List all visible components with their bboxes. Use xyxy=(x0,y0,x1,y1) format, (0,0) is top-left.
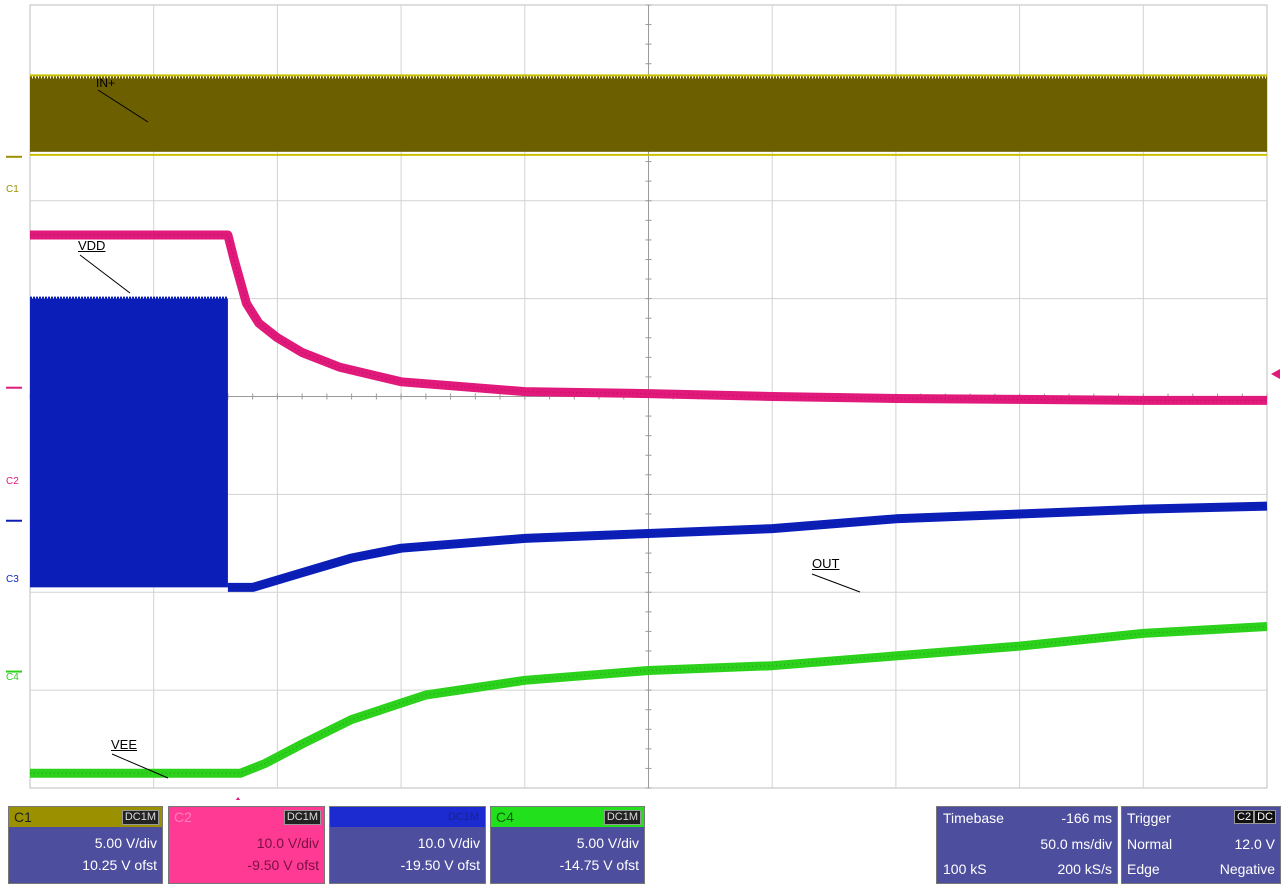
channel-marker-c1: C1 xyxy=(6,184,19,195)
channel-marker-c3: C3 xyxy=(6,574,19,585)
trigger-mode: Normal xyxy=(1127,836,1173,852)
label-vee: VEE xyxy=(111,737,138,752)
channel-offset: -19.50 V ofst xyxy=(400,857,480,873)
trace-out-band xyxy=(30,298,228,588)
trigger-position-marker xyxy=(235,797,241,800)
label-in-plus: IN+ xyxy=(96,76,116,90)
channel-scale: 10.0 V/div xyxy=(417,835,480,851)
channel-scale: 5.00 V/div xyxy=(94,835,157,851)
timebase-scale: 50.0 ms/div xyxy=(1040,836,1112,852)
coupling-badge: DC1M xyxy=(444,810,482,825)
trigger-slope: Negative xyxy=(1219,861,1275,877)
trace-out-noise xyxy=(227,505,1268,588)
channel-box-c4[interactable]: C4 DC1M 5.00 V/div -14.75 V ofst xyxy=(490,806,645,884)
trace-vdd-noise xyxy=(30,234,1267,401)
coupling-badge: DC1M xyxy=(121,810,159,825)
trigger-label: Trigger xyxy=(1127,810,1171,826)
channel-name: C1 xyxy=(14,809,32,825)
trace-vee xyxy=(30,622,1268,778)
channel-marker-c2: C2 xyxy=(6,476,19,487)
channel-scale: 5.00 V/div xyxy=(576,835,639,851)
trigger-source-badge: C2 DC xyxy=(1234,810,1276,824)
leader-vdd xyxy=(79,254,131,294)
channel-offset: 10.25 V ofst xyxy=(82,857,157,873)
channel-scale: 10.0 V/div xyxy=(256,835,319,851)
coupling-badge: DC1M xyxy=(283,810,321,825)
channel-marker-c4: C4 xyxy=(6,672,19,683)
oscilloscope-plot xyxy=(6,4,1280,800)
coupling-badge: DC1M xyxy=(603,810,641,825)
trace-in-band xyxy=(30,78,1267,152)
leader-out xyxy=(811,573,861,593)
leader-in-plus xyxy=(97,89,149,123)
channel-box-c2[interactable]: C2 DC1M 10.0 V/div -9.50 V ofst xyxy=(168,806,325,884)
channel-name: C4 xyxy=(496,809,514,825)
channel-offset: -9.50 V ofst xyxy=(247,857,319,873)
timebase-delay: -166 ms xyxy=(1061,810,1112,826)
trigger-level: 12.0 V xyxy=(1234,836,1275,852)
trigger-box[interactable]: Trigger C2 DC Normal 12.0 V Edge Negative xyxy=(1121,806,1281,884)
timebase-label: Timebase xyxy=(943,810,1004,826)
channel-header: C2 DC1M xyxy=(169,807,324,827)
label-vdd: VDD xyxy=(78,238,106,253)
annotation-leaders xyxy=(79,89,861,779)
channel-name: C2 xyxy=(174,809,192,825)
channel-box-c3[interactable]: C3 DC1M 10.0 V/div -19.50 V ofst xyxy=(329,806,486,884)
timebase-box[interactable]: Timebase -166 ms 50.0 ms/div 100 kS 200 … xyxy=(936,806,1118,884)
channel-header: C3 DC1M xyxy=(330,807,485,827)
trigger-level-marker xyxy=(1271,369,1280,379)
channel-header: C1 DC1M xyxy=(9,807,162,827)
trace-vdd xyxy=(30,230,1267,405)
trigger-type: Edge xyxy=(1127,861,1160,877)
channel-header: C4 DC1M xyxy=(491,807,644,827)
channel-name: C3 xyxy=(335,809,353,825)
trigger-source: C2 xyxy=(1234,810,1255,824)
trace-out xyxy=(227,501,1268,592)
channel-offset: -14.75 V ofst xyxy=(559,857,639,873)
timebase-rate: 200 kS/s xyxy=(1057,861,1112,877)
timebase-samples: 100 kS xyxy=(943,861,987,877)
leader-vee xyxy=(111,753,169,779)
label-out: OUT xyxy=(812,556,840,571)
trigger-coupling: DC xyxy=(1254,810,1276,824)
traces xyxy=(6,74,1268,778)
channel-box-c1[interactable]: C1 DC1M 5.00 V/div 10.25 V ofst xyxy=(8,806,163,884)
